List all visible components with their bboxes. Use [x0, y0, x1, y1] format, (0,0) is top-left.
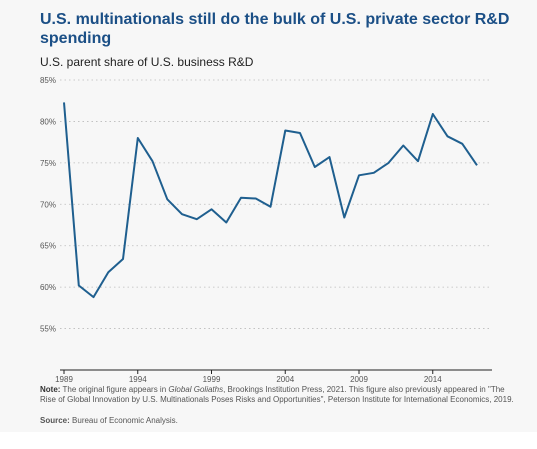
chart-title: U.S. multinationals still do the bulk of…	[40, 11, 510, 47]
data-point	[461, 143, 463, 145]
x-tick-label: 1999	[203, 375, 221, 384]
data-point	[166, 198, 168, 200]
x-tick-label: 2009	[350, 375, 368, 384]
data-point	[388, 162, 390, 164]
x-tick-label: 2014	[424, 375, 442, 384]
data-point	[270, 206, 272, 208]
data-point	[432, 113, 434, 115]
data-point	[299, 132, 301, 134]
data-point	[211, 208, 213, 210]
y-tick-label: 65%	[40, 242, 56, 251]
data-point	[63, 101, 65, 103]
data-point	[225, 222, 227, 224]
data-point	[255, 197, 257, 199]
data-point	[373, 172, 375, 174]
data-point	[240, 197, 242, 199]
x-tick-label: 1994	[129, 375, 147, 384]
source-line: Source: Bureau of Economic Analysis.	[40, 416, 178, 425]
data-point	[314, 166, 316, 168]
y-tick-label: 55%	[40, 325, 56, 334]
data-point	[152, 160, 154, 162]
source-label: Source:	[40, 416, 70, 425]
data-point	[447, 135, 449, 137]
note-text-2: , Brookings Institution Press, 2021. Thi…	[40, 385, 514, 404]
data-point	[93, 296, 95, 298]
data-point	[137, 137, 139, 139]
data-point	[476, 164, 478, 166]
note-book-title: Global Goliaths	[168, 385, 224, 394]
x-tick-label: 1989	[55, 375, 73, 384]
x-tick-label: 2004	[276, 375, 294, 384]
data-point	[417, 160, 419, 162]
data-point	[402, 144, 404, 146]
data-point	[107, 271, 109, 273]
data-point	[122, 258, 124, 260]
footnote: Note: The original figure appears in Glo…	[40, 385, 520, 405]
chart-card: U.S. multinationals still do the bulk of…	[39, 11, 520, 425]
data-point	[181, 213, 183, 215]
series-line	[63, 102, 478, 299]
data-point	[284, 130, 286, 132]
chart-subtitle: U.S. parent share of U.S. business R&D	[40, 55, 254, 69]
data-point	[329, 156, 331, 158]
data-point	[196, 218, 198, 220]
y-tick-label: 80%	[40, 117, 56, 126]
y-tick-label: 75%	[40, 159, 56, 168]
y-tick-label: 85%	[40, 76, 56, 85]
y-tick-label: 60%	[40, 283, 56, 292]
data-point	[343, 217, 345, 219]
source-text: Bureau of Economic Analysis.	[72, 416, 178, 425]
note-label: Note:	[40, 385, 61, 394]
data-point	[78, 284, 80, 286]
y-tick-label: 70%	[40, 200, 56, 209]
note-text-1: The original figure appears in	[62, 385, 167, 394]
data-point	[358, 174, 360, 176]
